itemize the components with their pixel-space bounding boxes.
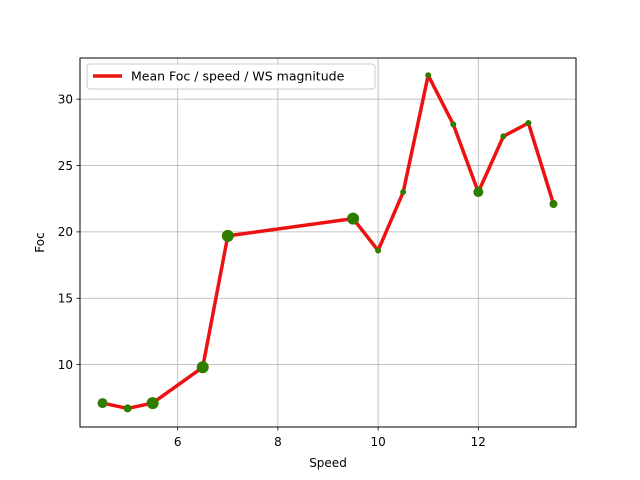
x-tick-label: 8 xyxy=(274,435,282,449)
x-tick-label: 6 xyxy=(174,435,182,449)
plot-frame xyxy=(79,57,577,428)
data-point xyxy=(97,398,108,409)
data-point xyxy=(549,200,558,209)
data-point xyxy=(525,120,532,127)
x-axis-title: Speed xyxy=(309,456,347,470)
data-point xyxy=(196,361,209,374)
y-tick-label: 30 xyxy=(58,92,73,106)
legend-label: Mean Foc / speed / WS magnitude xyxy=(131,69,345,84)
data-point xyxy=(375,247,382,254)
x-tick-label: 10 xyxy=(370,435,385,449)
data-point xyxy=(425,72,432,79)
data-point xyxy=(450,121,457,128)
y-axis-title: Foc xyxy=(33,232,47,252)
data-point xyxy=(347,212,360,225)
x-tick-label: 12 xyxy=(471,435,486,449)
data-point xyxy=(221,229,234,242)
series-layer xyxy=(97,72,558,413)
y-tick-label: 10 xyxy=(58,358,73,372)
data-point xyxy=(500,133,507,140)
ticks: 6 8 10 12 10 15 20 25 30 xyxy=(58,92,486,449)
data-point xyxy=(473,187,484,198)
y-tick-label: 15 xyxy=(58,292,73,306)
y-tick-label: 25 xyxy=(58,159,73,173)
legend-box xyxy=(86,63,376,90)
legend: Mean Foc / speed / WS magnitude xyxy=(86,63,376,90)
data-point xyxy=(400,189,407,196)
data-point xyxy=(123,404,132,413)
grid xyxy=(80,58,576,427)
series-line xyxy=(100,73,556,411)
data-point xyxy=(146,397,159,410)
y-tick-label: 20 xyxy=(58,225,73,239)
